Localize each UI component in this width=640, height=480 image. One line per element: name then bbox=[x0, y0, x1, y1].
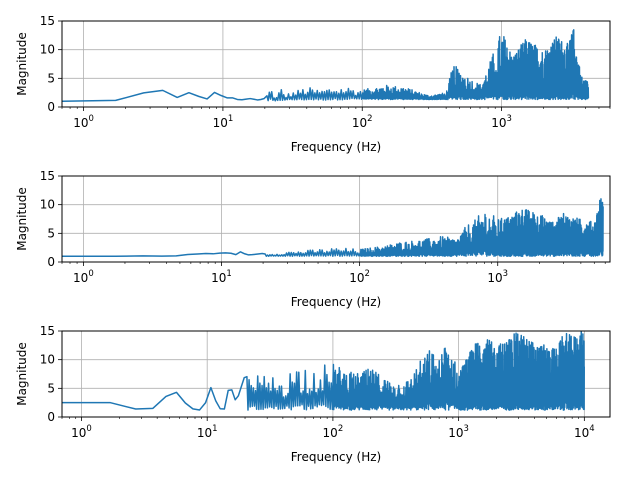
subplot-1-xtick-label-1: 101 bbox=[213, 114, 234, 130]
subplot-3-frame bbox=[61, 330, 611, 418]
subplot-3-ytick-label-1: 5 bbox=[47, 381, 55, 395]
subplot-3-ytick-label-2: 10 bbox=[40, 353, 55, 367]
subplot-1-xlabel: Frequency (Hz) bbox=[291, 140, 382, 154]
subplot-1-magnitude-line bbox=[61, 29, 590, 103]
subplot-3-series bbox=[62, 330, 585, 411]
subplot-1-xtick-label-3: 103 bbox=[491, 114, 512, 130]
subplot-1-ytick-label-2: 10 bbox=[40, 43, 55, 57]
subplot-3-xlabel: Frequency (Hz) bbox=[291, 450, 382, 464]
subplot-1-ytick-label-1: 5 bbox=[47, 71, 55, 85]
subplot-1-ytick-label-3: 15 bbox=[40, 14, 55, 28]
subplot-3-xtick-label-0: 100 bbox=[71, 424, 92, 440]
subplot-3-ytick-label-3: 15 bbox=[40, 324, 55, 338]
subplot-1-ticks: 100 101 102 103 0 5 10 15 bbox=[40, 14, 611, 130]
subplot-1-series bbox=[61, 29, 590, 103]
subplot-1-frame bbox=[61, 20, 611, 108]
subplot-3-xtick-label-2: 102 bbox=[323, 424, 344, 440]
subplot-3-ticks: 100 101 102 103 104 0 5 10 15 bbox=[40, 324, 595, 440]
subplot-2-ytick-label-1: 5 bbox=[47, 226, 55, 240]
subplot-1-xtick-label-0: 100 bbox=[73, 114, 94, 130]
subplot-3-xtick-label-4: 104 bbox=[574, 424, 595, 440]
subplot-2-ytick-label-3: 15 bbox=[40, 169, 55, 183]
subplot-2-ytick-label-0: 0 bbox=[47, 255, 55, 269]
subplot-3-xtick-label-3: 103 bbox=[448, 424, 469, 440]
subplot-2-xtick-label-0: 100 bbox=[73, 269, 94, 285]
subplot-2-series bbox=[62, 198, 604, 258]
subplot-2-ylabel: Magnitude bbox=[15, 187, 29, 251]
subplot-2-xtick-label-3: 103 bbox=[487, 269, 508, 285]
subplot-1: 100 101 102 103 0 5 10 15 Frequency (Hz) Magnit… bbox=[15, 14, 611, 154]
subplot-2-xtick-label-1: 101 bbox=[211, 269, 232, 285]
subplot-3: 100 101 102 103 104 0 5 10 15 Frequency (Hz) Mag… bbox=[15, 324, 611, 464]
subplot-2-magnitude-line bbox=[62, 198, 604, 258]
subplot-3-ytick-label-0: 0 bbox=[47, 410, 55, 424]
subplot-2-xlabel: Frequency (Hz) bbox=[291, 295, 382, 309]
subplot-1-ylabel: Magnitude bbox=[15, 32, 29, 96]
subplot-2-xtick-label-2: 102 bbox=[349, 269, 370, 285]
subplot-2-ticks: 100 101 102 103 0 5 10 15 bbox=[40, 169, 606, 285]
subplot-3-xtick-label-1: 101 bbox=[197, 424, 218, 440]
subplot-3-magnitude-line bbox=[62, 330, 585, 411]
subplot-3-ylabel: Magnitude bbox=[15, 342, 29, 406]
subplot-1-ytick-label-0: 0 bbox=[47, 100, 55, 114]
subplot-1-xtick-label-2: 102 bbox=[352, 114, 373, 130]
subplot-2: 100 101 102 103 0 5 10 15 Frequency (Hz) Magnit… bbox=[15, 169, 611, 309]
subplot-2-frame bbox=[61, 175, 611, 263]
subplot-2-ytick-label-2: 10 bbox=[40, 198, 55, 212]
